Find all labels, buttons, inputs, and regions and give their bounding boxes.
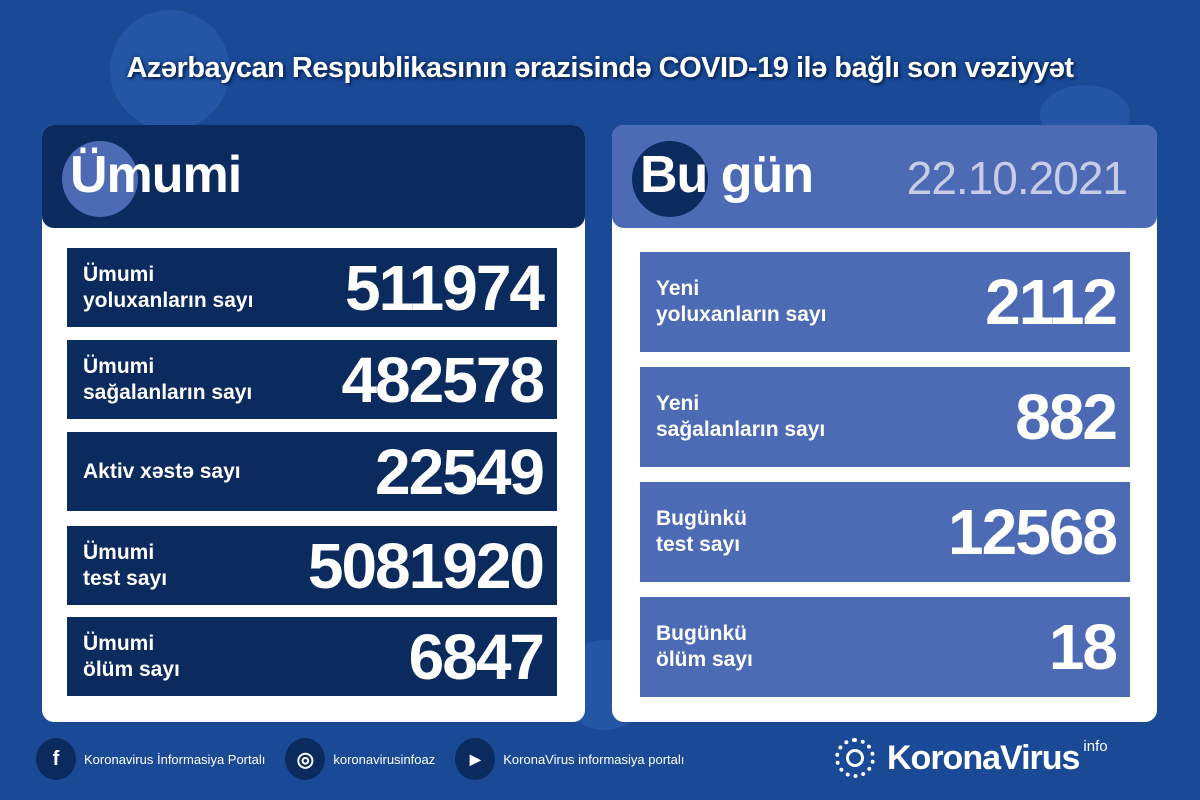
stat-row-total-tests: Ümumi test sayı 5081920 (67, 526, 557, 605)
stat-label: Aktiv xəstə sayı (83, 459, 241, 483)
youtube-label: KoronaVirus informasiya portalı (503, 751, 685, 767)
today-header: Bu gün 22.10.2021 (612, 125, 1157, 228)
stat-row-today-deaths: Bugünkü ölüm sayı 18 (640, 597, 1130, 697)
brand-sup: info (1083, 738, 1108, 755)
virus-icon (632, 141, 708, 217)
today-panel: Bu gün 22.10.2021 Yeni yoluxanların sayı 2… (612, 125, 1157, 722)
footer: f Koronavirus İnformasiya Portalı ◎ korona… (36, 738, 704, 780)
stat-label: Ümumi yoluxanların sayı (83, 262, 254, 312)
stat-row-today-tests: Bugünkü test sayı 12568 (640, 482, 1130, 582)
total-panel: Ümumi Ümumi yoluxanların sayı 511974 Ümumi… (42, 125, 585, 722)
total-heading: Ümumi (70, 146, 242, 204)
instagram-label: koronavirusinfoaz (333, 751, 436, 767)
stat-row-total-infected: Ümumi yoluxanların sayı 511974 (67, 248, 557, 327)
stat-row-new-recovered: Yeni sağalanların sayı 882 (640, 367, 1130, 467)
facebook-icon: f (36, 738, 76, 780)
stat-label: Yeni yoluxanların sayı (656, 277, 827, 326)
stat-row-new-infected: Yeni yoluxanların sayı 2112 (640, 252, 1130, 352)
stat-row-active: Aktiv xəstə sayı 22549 (67, 432, 557, 511)
youtube-icon: ▶ (455, 738, 496, 780)
page-title: Azərbaycan Respublikasının ərazisində CO… (0, 52, 1200, 85)
stat-label: Ümumi test sayı (83, 540, 168, 590)
stat-value: 482578 (341, 343, 545, 416)
date-label: 22.10.2021 (906, 152, 1128, 204)
stat-label: Ümumi sağalanların sayı (83, 354, 253, 404)
stat-label: Bugünkü ölüm sayı (656, 622, 753, 671)
stat-value: 6847 (408, 620, 545, 693)
facebook-link[interactable]: f Koronavirus İnformasiya Portalı (36, 738, 265, 780)
instagram-icon: ◎ (285, 738, 326, 780)
stat-value: 5081920 (307, 529, 545, 602)
stat-value: 22549 (375, 435, 545, 508)
stat-label: Ümumi ölüm sayı (83, 631, 180, 681)
today-heading: Bu gün (640, 146, 814, 204)
stat-value: 18 (1048, 611, 1118, 683)
title-text: Azərbaycan Respublikasının ərazisində CO… (126, 52, 1074, 84)
brand-logo: KoronaVirus info (835, 738, 1108, 778)
stat-label: Bugünkü test sayı (656, 507, 747, 556)
youtube-link[interactable]: ▶ KoronaVirus informasiya portalı (455, 738, 684, 780)
stat-value: 511974 (344, 251, 545, 324)
facebook-label: Koronavirus İnformasiya Portalı (84, 751, 266, 767)
brand-name: KoronaVirus (887, 738, 1080, 777)
total-header: Ümumi (42, 125, 585, 228)
virus-decoration (110, 10, 230, 130)
instagram-link[interactable]: ◎ koronavirusinfoaz (285, 738, 435, 780)
stat-value: 12568 (948, 496, 1118, 568)
stat-row-total-deaths: Ümumi ölüm sayı 6847 (67, 617, 557, 696)
sun-logo-icon (835, 738, 875, 778)
stat-value: 882 (1015, 381, 1118, 453)
virus-icon (62, 141, 138, 217)
stat-value: 2112 (985, 266, 1118, 338)
stat-row-total-recovered: Ümumi sağalanların sayı 482578 (67, 340, 557, 419)
stat-label: Yeni sağalanların sayı (656, 392, 826, 441)
